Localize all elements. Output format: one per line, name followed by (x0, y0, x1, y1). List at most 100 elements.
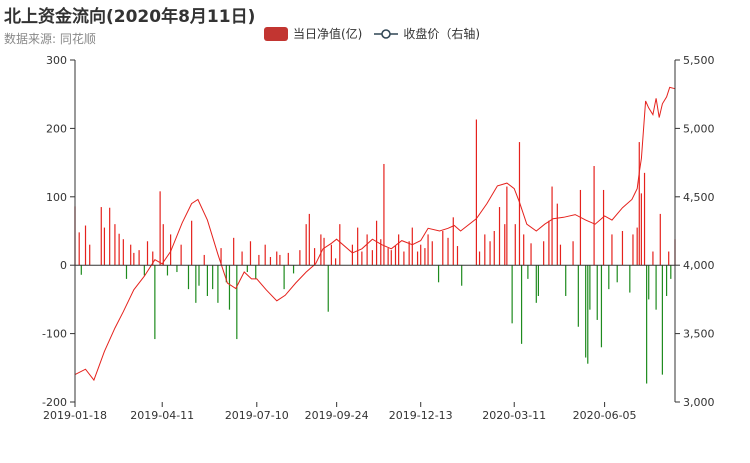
bar-73 (408, 241, 410, 266)
bar-92 (504, 224, 506, 266)
bar-79 (431, 241, 433, 266)
bar-30 (206, 265, 208, 296)
bar-137 (670, 265, 672, 279)
axes: -200 -100 0 100 200 300 3,000 3,500 4,000 4,500 5,… (42, 54, 714, 422)
bar-3 (84, 225, 87, 266)
bar-2 (80, 265, 82, 275)
bar-103 (543, 241, 545, 266)
bar-21 (166, 265, 169, 276)
bar-87 (478, 251, 481, 266)
bar-107 (559, 244, 562, 266)
left-tick-label: 100 (46, 191, 67, 204)
bar-12 (130, 244, 132, 266)
left-tick-label: -100 (42, 328, 67, 341)
bar-23 (176, 265, 178, 273)
bar-49 (292, 265, 295, 274)
bar-122 (621, 231, 624, 266)
right-tick-label: 4,500 (683, 191, 715, 204)
bar-106 (556, 203, 558, 266)
bar-50 (299, 250, 301, 266)
bar-34 (225, 265, 227, 283)
legend-item-net-flow[interactable]: 当日净值(亿) (264, 25, 362, 42)
bar-84 (456, 246, 459, 266)
left-tick-label: 200 (46, 122, 67, 135)
bar-4 (89, 244, 91, 266)
bar-132 (655, 265, 657, 310)
chart-legend: 当日净值(亿) 收盘价（右轴) (264, 25, 492, 42)
bar-33 (220, 248, 222, 266)
bar-129 (646, 265, 648, 384)
legend-line-swatch (374, 28, 399, 39)
bar-20 (162, 224, 164, 266)
bar-61 (357, 227, 359, 266)
left-tick-label: 300 (46, 54, 67, 67)
left-tick-label: 0 (60, 259, 67, 272)
bar-100 (530, 243, 532, 266)
bar-127 (640, 193, 642, 266)
right-tick-label: 3,000 (683, 396, 715, 409)
bar-51 (305, 224, 307, 266)
bar-70 (394, 246, 397, 266)
bar-11 (125, 265, 128, 279)
bar-120 (611, 234, 613, 266)
bar-89 (489, 241, 491, 266)
bar-24 (180, 244, 182, 266)
bar-32 (217, 265, 219, 303)
x-tick-label: 2019-12-13 (389, 409, 453, 422)
bar-29 (203, 254, 205, 266)
bar-81 (442, 231, 444, 266)
bar-52 (308, 213, 310, 266)
bar-83 (452, 217, 454, 266)
bar-35 (228, 265, 231, 310)
bar-72 (403, 251, 405, 266)
close-price-line (74, 86, 676, 382)
bar-38 (241, 251, 243, 266)
bar-80 (437, 265, 440, 283)
x-tick-label: 2019-04-11 (130, 409, 194, 422)
bar-135 (665, 265, 668, 296)
bar-13 (133, 252, 135, 266)
bar-105 (551, 186, 553, 266)
bar-48 (287, 252, 289, 266)
bar-99 (527, 265, 529, 279)
bar-91 (498, 207, 501, 266)
bar-44 (269, 256, 272, 266)
bar-104 (548, 220, 550, 266)
bar-6 (103, 227, 106, 266)
bar-101 (535, 265, 537, 303)
right-tick-label: 4,000 (683, 259, 715, 272)
bar-27 (195, 265, 197, 303)
bar-76 (420, 244, 422, 266)
bar-17 (152, 251, 154, 266)
bar-94 (511, 265, 513, 324)
left-tick-label: -200 (42, 396, 67, 409)
bar-97 (520, 265, 523, 344)
x-tick-label: 2020-06-05 (573, 409, 637, 422)
bar-82 (447, 237, 449, 266)
bar-134 (661, 265, 663, 375)
bar-98 (523, 234, 525, 266)
right-tick-label: 3,500 (683, 328, 715, 341)
bar-59 (339, 224, 341, 266)
bar-130 (648, 265, 650, 300)
bar-5 (100, 207, 102, 266)
bar-25 (187, 265, 190, 290)
bar-66 (380, 239, 382, 266)
bar-43 (264, 244, 266, 266)
chart-title: 北上资金流向(2020年8月11日) (4, 7, 256, 27)
bar-114 (589, 265, 591, 310)
bar-93 (506, 186, 508, 266)
bar-68 (387, 248, 389, 266)
bar-69 (390, 250, 392, 266)
legend-item-close-price[interactable]: 收盘价（右轴) (374, 25, 480, 42)
bar-58 (335, 258, 337, 266)
bar-85 (461, 265, 463, 286)
bar-19 (159, 191, 161, 266)
bar-117 (600, 265, 603, 348)
bar-128 (643, 172, 646, 266)
bar-74 (411, 227, 413, 266)
bar-136 (668, 251, 670, 266)
bar-119 (608, 265, 610, 290)
bar-16 (146, 241, 149, 266)
bar-31 (212, 265, 214, 290)
